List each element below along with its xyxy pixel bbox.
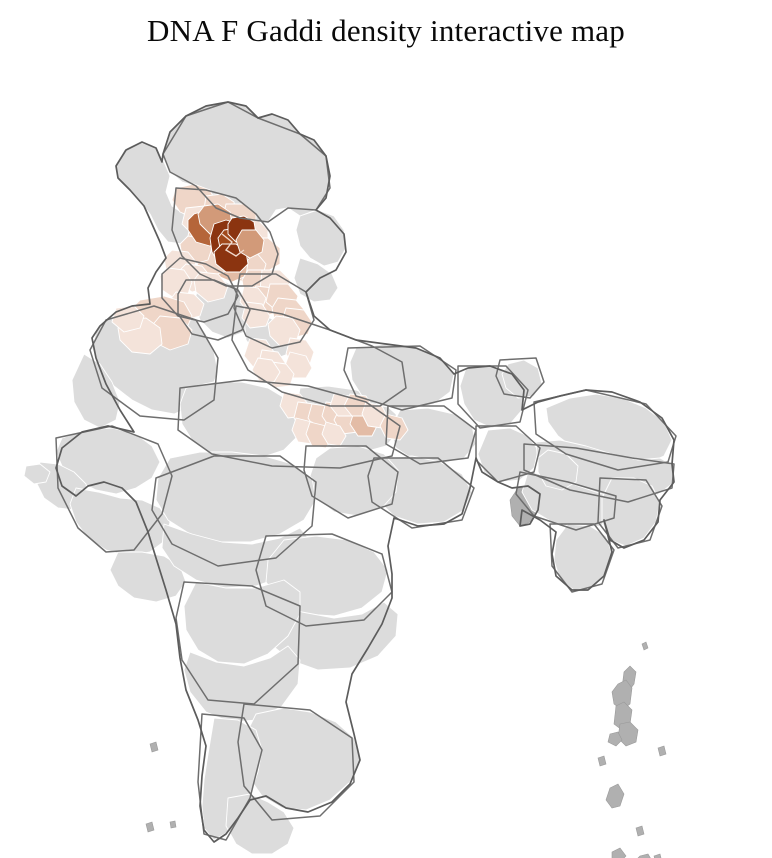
district-shape[interactable] (155, 451, 317, 543)
district-shape[interactable] (23, 463, 51, 485)
district-shape[interactable] (245, 707, 361, 811)
district-shape[interactable] (601, 477, 661, 547)
district-shape[interactable] (179, 381, 301, 459)
page-title: DNA F Gaddi density interactive map (147, 13, 625, 48)
state-border-layer (55, 101, 677, 841)
district-shape[interactable] (69, 487, 171, 557)
district-shape[interactable] (251, 357, 281, 383)
district-shape[interactable] (293, 257, 339, 303)
district-shape[interactable] (501, 359, 543, 399)
district-shape[interactable] (309, 445, 399, 517)
district-border-highlight (221, 233, 245, 257)
map-svg[interactable] (0, 58, 772, 858)
district-layer (23, 101, 675, 855)
india-choropleth-map[interactable] (0, 58, 772, 858)
district-shape[interactable] (183, 645, 301, 723)
island-layer (145, 641, 667, 858)
district-shape[interactable] (109, 551, 187, 603)
district-shape[interactable] (295, 209, 347, 267)
district-shape[interactable] (71, 353, 121, 429)
country-border-layer (55, 101, 675, 843)
shaded-district-layer-dark (187, 203, 265, 273)
